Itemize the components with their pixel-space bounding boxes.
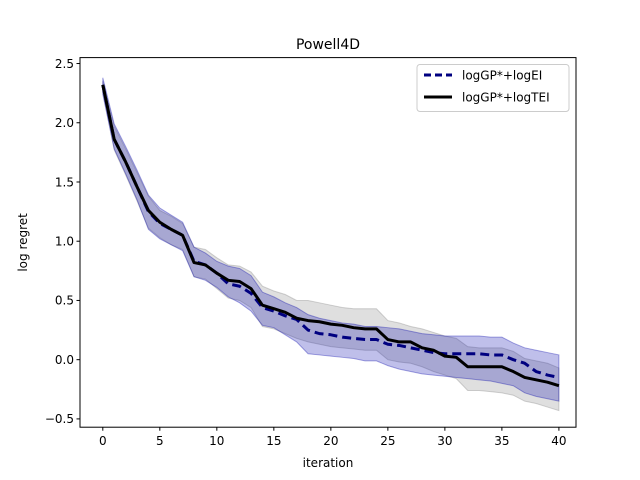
y-tick-label: 1.0 [55,235,74,249]
x-tick-label: 35 [494,434,509,448]
y-tick-label: 1.5 [55,175,74,189]
y-tick-label: 0.5 [55,294,74,308]
legend-label-logei: logGP*+logEI [462,69,542,83]
y-axis: −0.5 0.0 0.5 1.0 1.5 2.0 2.5 [45,57,80,426]
plot-frame [79,57,577,428]
y-tick-label: 2.0 [55,116,74,130]
chart-title: Powell4D [296,37,360,53]
x-tick-label: 20 [323,434,338,448]
series-line-loggp-logtei [101,84,560,388]
x-tick-label: 25 [380,434,395,448]
x-tick-label: 30 [437,434,452,448]
x-tick-label: 5 [156,434,164,448]
series-lines [101,84,560,388]
x-tick-label: 10 [209,434,224,448]
band-loggp-logtei [102,81,560,412]
x-axis-label: iteration [303,456,354,470]
x-tick-label: 0 [99,434,107,448]
band-loggp-logei [102,77,560,402]
y-tick-label: 2.5 [55,57,74,71]
y-tick-label: 0.0 [55,353,74,367]
y-tick-label: −0.5 [45,412,74,426]
legend-label-logtei: logGP*+logTEI [462,91,550,105]
confidence-bands [102,77,560,412]
x-tick-label: 15 [266,434,281,448]
x-axis: 0 5 10 15 20 25 30 35 40 [99,427,567,448]
legend-box [416,64,570,112]
x-tick-label: 40 [551,434,566,448]
legend: logGP*+logEI logGP*+logTEI [416,64,570,112]
y-axis-label: log regret [16,213,30,272]
